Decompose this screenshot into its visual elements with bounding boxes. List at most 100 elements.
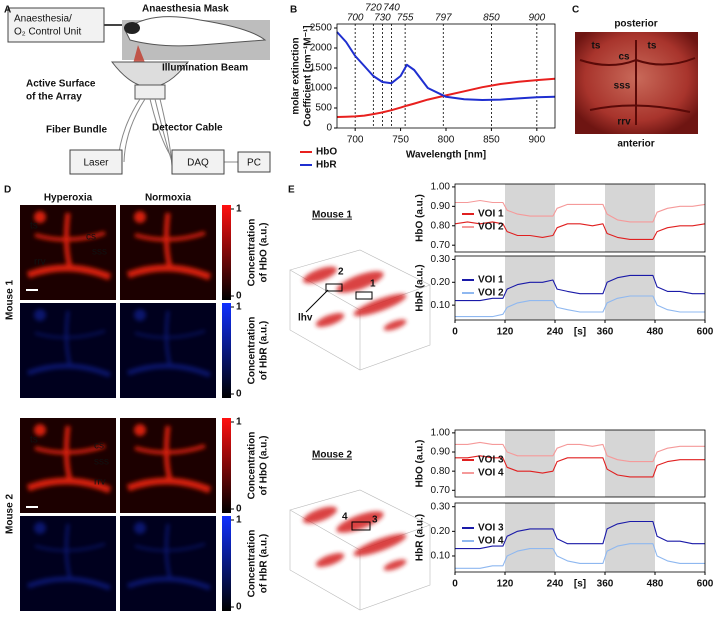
setup-label: of the Array <box>26 92 82 103</box>
legend-label: VOI 1 <box>478 209 504 220</box>
vessel <box>63 212 73 268</box>
setup-box-label: PC <box>247 158 261 169</box>
pc-box <box>237 151 271 173</box>
colorbar-tick-label: 0 <box>236 389 242 400</box>
colorbar-label: Concentration <box>247 317 258 385</box>
shaded-period <box>605 256 655 320</box>
series-line <box>454 221 706 240</box>
plot-frame <box>454 255 706 321</box>
series-line <box>336 31 556 101</box>
panel-label: A <box>4 5 11 16</box>
panel-label: E <box>288 185 295 196</box>
marker-label: 755 <box>397 13 414 24</box>
vessel <box>134 309 146 321</box>
vessel <box>134 543 206 552</box>
vessel <box>34 543 106 552</box>
vessel-label: rrv <box>94 477 106 488</box>
y-axis-label: HbO (a.u.) <box>415 194 426 242</box>
vessel-label: lhv <box>298 313 313 324</box>
y-tick-label: 0.30 <box>431 254 451 265</box>
y-tick-label: 0.70 <box>431 240 451 251</box>
setup-box-label: Laser <box>83 158 109 169</box>
y-tick-label: 0.90 <box>431 201 451 212</box>
vessel <box>34 444 106 455</box>
y-tick-label: 0.30 <box>431 501 451 512</box>
voi-label: 2 <box>338 267 344 278</box>
vessel <box>126 264 212 281</box>
setup-label: Fiber Bundle <box>46 125 108 136</box>
vessel-blob <box>353 293 407 317</box>
cables <box>117 98 238 167</box>
vessel-signal <box>127 522 211 591</box>
vessel-signal <box>26 211 112 281</box>
colorbar-label: Concentration <box>247 219 258 287</box>
legend-label: VOI 3 <box>478 523 504 534</box>
vessel-signal <box>126 424 212 494</box>
vessel <box>163 425 173 481</box>
setup-label: Active Surface <box>26 79 96 90</box>
colorbar-label: Concentration <box>247 530 258 598</box>
box-edge <box>289 489 431 611</box>
y-tick-label: 2500 <box>310 23 333 34</box>
x-tick-label: 120 <box>497 579 514 590</box>
vessel-label: sss <box>92 247 107 258</box>
colorbar-tick-label: 0 <box>236 291 242 302</box>
vessel <box>134 330 206 339</box>
colorbar-label: of HbR (a.u.) <box>259 534 270 593</box>
vessel-label: ts <box>592 41 601 52</box>
x-tick-label: 900 <box>528 135 545 146</box>
x-tick-label: 120 <box>497 327 514 338</box>
vessel-blob <box>383 319 407 331</box>
legend-label: HbO <box>316 147 337 158</box>
shaded-period <box>505 430 555 497</box>
voi-label: 3 <box>372 515 378 526</box>
colorbar-tick-label: 1 <box>236 204 242 215</box>
legend-label: VOI 2 <box>478 222 504 233</box>
colorbar-tick-label: 1 <box>236 515 242 526</box>
array-base <box>134 84 166 100</box>
vessel <box>164 310 172 366</box>
series-line <box>455 543 705 569</box>
colorbar <box>222 205 231 300</box>
vessel <box>164 523 172 579</box>
voi-box <box>351 521 371 531</box>
legend-label: VOI 2 <box>478 288 504 299</box>
setup-box-label: DAQ <box>187 158 209 169</box>
vessel <box>134 522 146 534</box>
volume-signal <box>302 266 407 331</box>
x-tick-label: 360 <box>597 327 614 338</box>
brain-vessels <box>579 40 696 125</box>
vessel <box>27 576 111 591</box>
x-tick-label: 480 <box>647 579 664 590</box>
orientation-label: anterior <box>617 139 654 150</box>
legend-label: VOI 4 <box>478 536 504 547</box>
shaded-period <box>505 503 555 572</box>
row-label: Mouse 2 <box>5 494 16 534</box>
vessel-signal <box>126 211 212 281</box>
legend-label: HbR <box>316 160 337 171</box>
y-tick-label: 1.00 <box>431 428 451 439</box>
x-tick-label: 850 <box>483 135 500 146</box>
mouse-label: Mouse 2 <box>312 450 352 461</box>
x-tick-label: 800 <box>438 135 455 146</box>
series-line <box>455 441 705 463</box>
colorbar <box>222 418 231 513</box>
colorbar-label: of HbR (a.u.) <box>259 321 270 380</box>
y-tick-label: 2000 <box>310 43 333 54</box>
vessel-label: rrv <box>34 257 46 268</box>
plot-frame <box>336 23 556 129</box>
series-line <box>455 274 705 302</box>
vessel <box>34 424 46 436</box>
x-tick-label: 600 <box>697 327 714 338</box>
y-tick-label: 0.70 <box>431 485 451 496</box>
vessel-label: cs <box>618 52 630 63</box>
voi-label: 1 <box>370 279 376 290</box>
y-axis-label: Coefficient [cm⁻¹M⁻¹] <box>303 25 314 126</box>
y-tick-label: 500 <box>315 103 332 114</box>
vessel-blob <box>302 506 338 524</box>
marker-label: 900 <box>528 13 545 24</box>
laser-box <box>69 149 123 175</box>
vessel <box>26 477 112 494</box>
series-line <box>455 295 705 318</box>
